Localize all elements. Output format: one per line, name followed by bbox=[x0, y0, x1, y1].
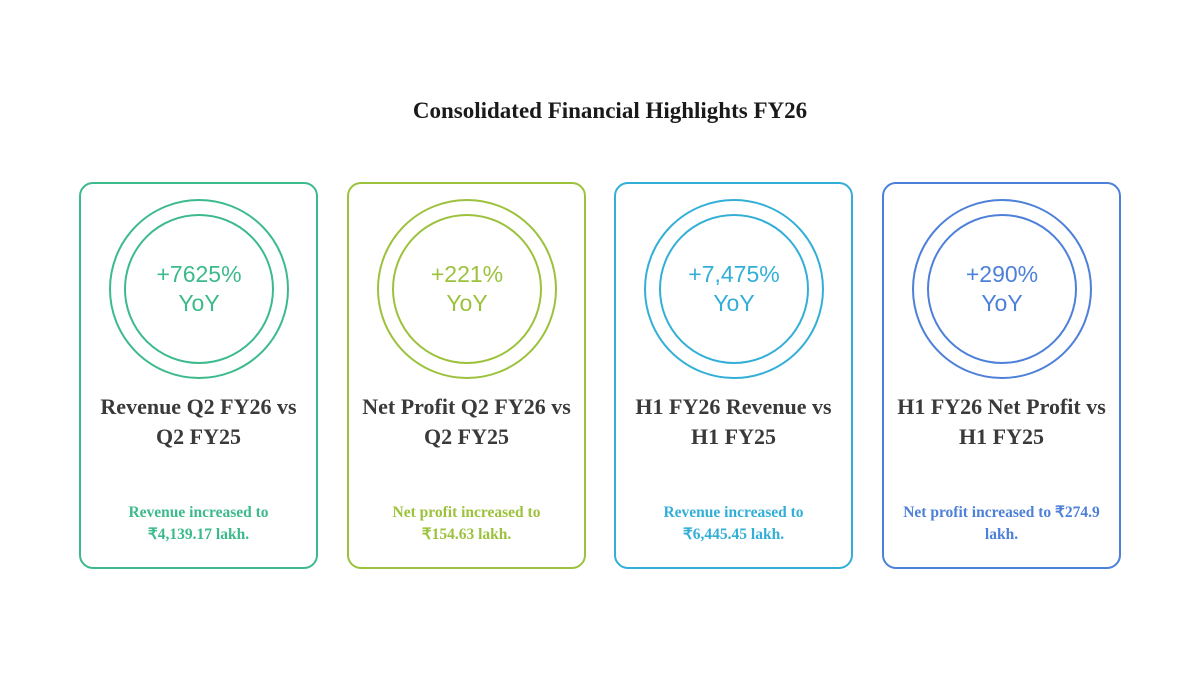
metric-unit: YoY bbox=[178, 290, 220, 316]
metric-unit: YoY bbox=[446, 290, 488, 316]
metric-circle: +290% YoY bbox=[927, 214, 1077, 364]
metric-circle: +221% YoY bbox=[392, 214, 542, 364]
card-label: Net Profit Q2 FY26 vs Q2 FY25 bbox=[362, 394, 571, 449]
card-description: Net profit increased to ₹154.63 lakh. bbox=[392, 504, 541, 543]
card-description: Net profit increased to ₹274.9 lakh. bbox=[903, 504, 1100, 543]
card-label: H1 FY26 Revenue vs H1 FY25 bbox=[635, 394, 832, 449]
card-net-profit-h1: +290% YoY H1 FY26 Net Profit vs H1 FY25 … bbox=[882, 182, 1121, 569]
metric-unit: YoY bbox=[981, 290, 1023, 316]
page-title: Consolidated Financial Highlights FY26 bbox=[412, 98, 808, 123]
metric-circle: +7625% YoY bbox=[124, 214, 274, 364]
metric-unit: YoY bbox=[713, 290, 755, 316]
card-revenue-q2: +7625% YoY Revenue Q2 FY26 vs Q2 FY25 Re… bbox=[79, 182, 318, 569]
metric-value: +221% bbox=[430, 261, 504, 287]
card-revenue-h1: +7,475% YoY H1 FY26 Revenue vs H1 FY25 R… bbox=[614, 182, 853, 569]
metric-value: +7625% bbox=[156, 261, 242, 287]
metric-value: +290% bbox=[965, 261, 1039, 287]
outer-ring: +7,475% YoY bbox=[644, 199, 824, 379]
outer-ring: +290% YoY bbox=[912, 199, 1092, 379]
metric-value: +7,475% bbox=[688, 261, 780, 287]
card-description: Revenue increased to ₹4,139.17 lakh. bbox=[128, 504, 269, 543]
card-description: Revenue increased to ₹6,445.45 lakh. bbox=[663, 504, 804, 543]
outer-ring: +221% YoY bbox=[377, 199, 557, 379]
card-net-profit-q2: +221% YoY Net Profit Q2 FY26 vs Q2 FY25 … bbox=[347, 182, 586, 569]
outer-ring: +7625% YoY bbox=[109, 199, 289, 379]
metric-circle: +7,475% YoY bbox=[659, 214, 809, 364]
card-label: H1 FY26 Net Profit vs H1 FY25 bbox=[897, 394, 1106, 449]
card-label: Revenue Q2 FY26 vs Q2 FY25 bbox=[100, 394, 297, 449]
